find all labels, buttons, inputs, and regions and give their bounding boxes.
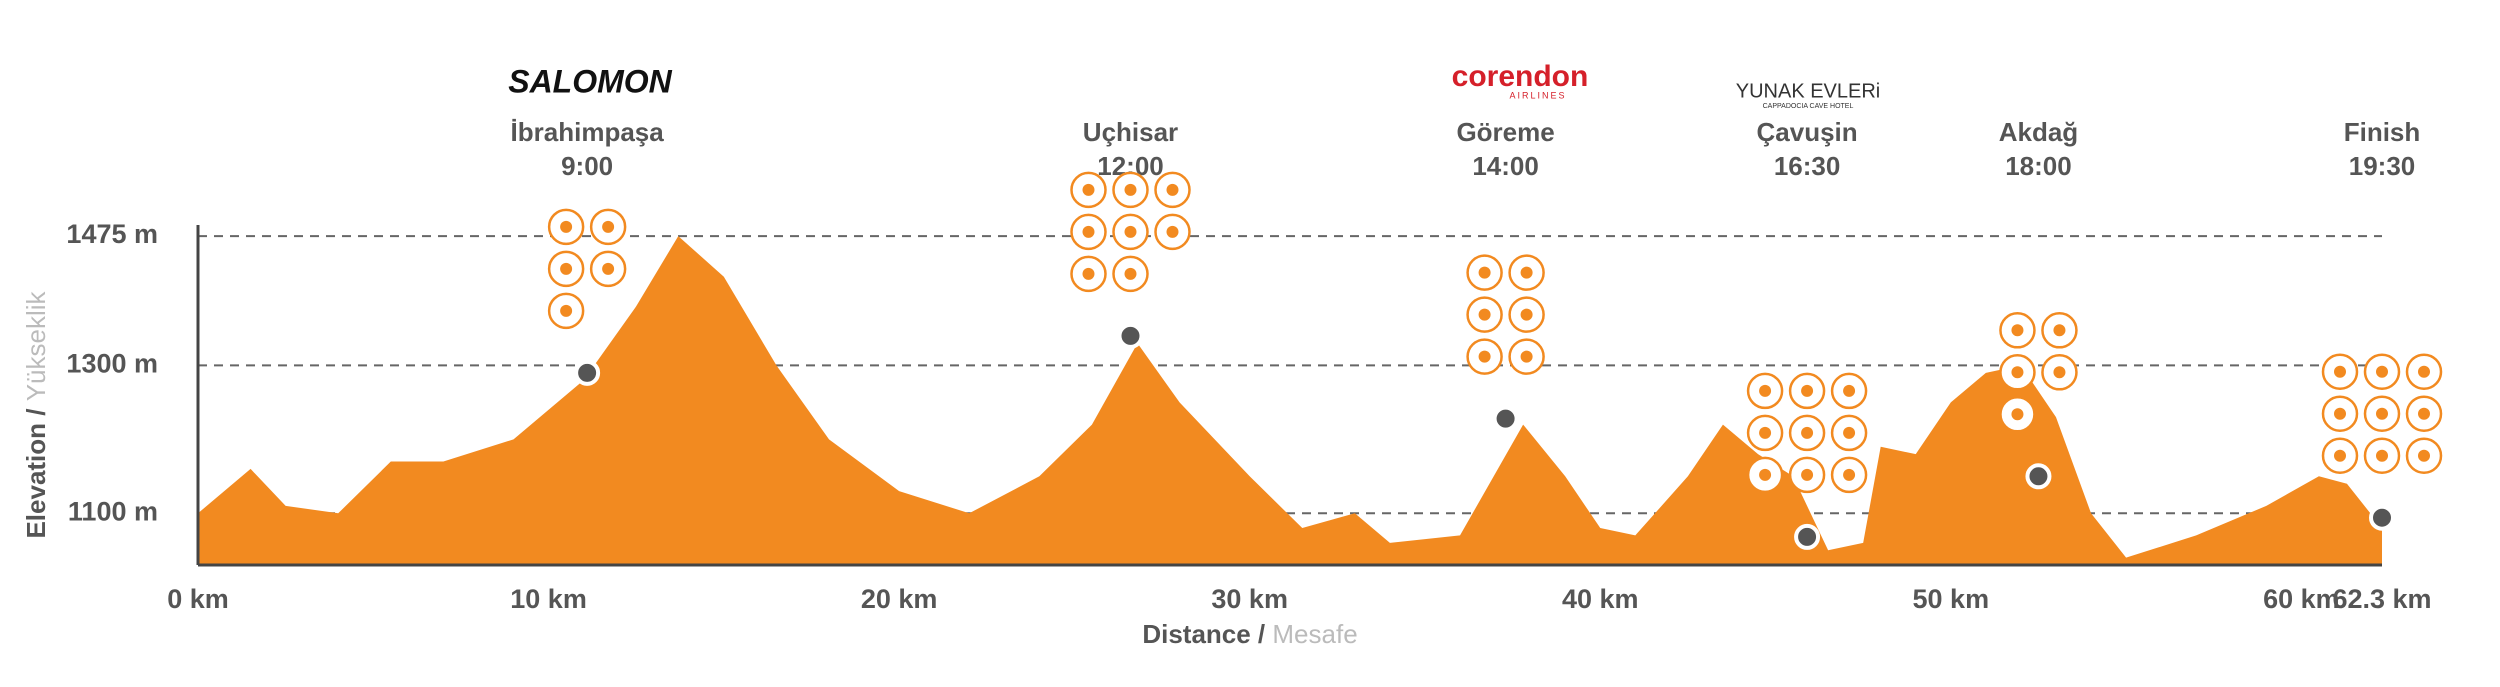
service-icon-dot bbox=[1124, 183, 1137, 196]
y-label-secondary: Yükseklik bbox=[21, 290, 51, 401]
sponsor-sub: CAPPADOCIA CAVE HOTEL bbox=[1763, 103, 1854, 110]
checkpoint-name: Akdağ bbox=[1999, 117, 2078, 147]
x-tick-label: 62.3 km bbox=[2332, 584, 2431, 614]
sponsor-logo: YUNAK EVLERi bbox=[1736, 80, 1881, 102]
service-icon-dot bbox=[1520, 308, 1533, 321]
checkpoint-name: Finish bbox=[2344, 117, 2421, 147]
x-tick-label: 20 km bbox=[861, 584, 938, 614]
x-label-secondary: Mesafe bbox=[1272, 619, 1357, 649]
service-icon-dot bbox=[1082, 267, 1095, 280]
service-icon-dot bbox=[2376, 365, 2388, 378]
elevation-area bbox=[198, 236, 2382, 565]
y-tick-label: 1300 m bbox=[66, 349, 158, 379]
sponsor-logo: corendon bbox=[1452, 60, 1589, 93]
service-icon-dot bbox=[1082, 183, 1095, 196]
y-tick-label: 1100 m bbox=[68, 496, 158, 526]
service-icon-dot bbox=[602, 262, 615, 275]
service-icon-dot bbox=[1124, 267, 1137, 280]
checkpoint-time: 18:00 bbox=[2005, 151, 2072, 181]
service-icon-dot bbox=[1801, 468, 1814, 481]
service-icon-dot bbox=[1801, 384, 1814, 397]
service-icon-dot bbox=[1082, 225, 1095, 238]
service-icon-dot bbox=[1759, 384, 1772, 397]
service-icon-dot bbox=[2376, 407, 2388, 420]
sponsor-sub: AIRLINES bbox=[1509, 90, 1566, 100]
y-axis-label: Elevation / Yükseklik bbox=[21, 290, 51, 538]
service-icon-dot bbox=[2011, 366, 2024, 379]
service-icon-dot bbox=[1759, 426, 1772, 439]
service-icon-dot bbox=[2376, 449, 2388, 462]
checkpoint-time: 14:00 bbox=[1472, 151, 1539, 181]
service-icon-dot bbox=[1843, 384, 1856, 397]
service-icon-dot bbox=[2334, 407, 2346, 420]
service-icon-dot bbox=[2334, 449, 2346, 462]
checkpoint-name: Uçhisar bbox=[1083, 117, 1178, 147]
service-icon-dot bbox=[2334, 365, 2346, 378]
x-label: Distance / bbox=[1142, 619, 1265, 649]
x-tick-label: 50 km bbox=[1913, 584, 1990, 614]
checkpoint-name: Göreme bbox=[1456, 117, 1554, 147]
service-icon-dot bbox=[1166, 225, 1179, 238]
checkpoint-time: 19:30 bbox=[2349, 151, 2416, 181]
checkpoint-marker bbox=[1794, 523, 1821, 550]
service-icon-dot bbox=[1801, 426, 1814, 439]
service-icon-dot bbox=[1124, 225, 1137, 238]
service-icon-dot bbox=[1166, 183, 1179, 196]
checkpoint-marker bbox=[2025, 463, 2052, 490]
service-icon-dot bbox=[2053, 324, 2066, 337]
x-tick-label: 40 km bbox=[1562, 584, 1639, 614]
service-icon-dot bbox=[560, 220, 573, 233]
service-icon-dot bbox=[1843, 468, 1856, 481]
checkpoint-time: 16:30 bbox=[1774, 151, 1841, 181]
service-icon-dot bbox=[1759, 468, 1772, 481]
sponsor-logo: SALOMON bbox=[508, 63, 672, 99]
x-tick-label: 10 km bbox=[510, 584, 587, 614]
checkpoint-name: Çavuşin bbox=[1757, 117, 1858, 147]
checkpoint-marker bbox=[1492, 405, 1519, 432]
service-icon-dot bbox=[1478, 308, 1491, 321]
x-tick-label: 30 km bbox=[1211, 584, 1288, 614]
checkpoint-marker bbox=[2369, 504, 2395, 531]
service-icon-dot bbox=[2418, 449, 2430, 462]
checkpoint-marker bbox=[1117, 322, 1144, 349]
service-icon-dot bbox=[602, 220, 615, 233]
service-icon-dot bbox=[1520, 350, 1533, 363]
checkpoint-time: 9:00 bbox=[561, 151, 613, 181]
service-icon-dot bbox=[2053, 366, 2066, 379]
checkpoint-name: İbrahimpaşa bbox=[511, 117, 665, 147]
service-icon-dot bbox=[1520, 266, 1533, 279]
service-icon-dot bbox=[560, 304, 573, 317]
x-tick-label: 60 km bbox=[2263, 584, 2340, 614]
service-icon-dot bbox=[2418, 365, 2430, 378]
service-icon-dot bbox=[1843, 426, 1856, 439]
service-icon-dot bbox=[560, 262, 573, 275]
checkpoint-marker bbox=[574, 359, 601, 386]
y-label: Elevation / bbox=[21, 409, 51, 539]
y-tick-label: 1475 m bbox=[66, 219, 158, 249]
service-icon-dot bbox=[2011, 324, 2024, 337]
service-icon-dot bbox=[2418, 407, 2430, 420]
service-icon-dot bbox=[1478, 266, 1491, 279]
x-axis-label: Distance / Mesafe bbox=[1142, 619, 1357, 649]
x-tick-label: 0 km bbox=[167, 584, 229, 614]
service-icon-dot bbox=[2011, 408, 2024, 421]
service-icon-dot bbox=[1478, 350, 1491, 363]
